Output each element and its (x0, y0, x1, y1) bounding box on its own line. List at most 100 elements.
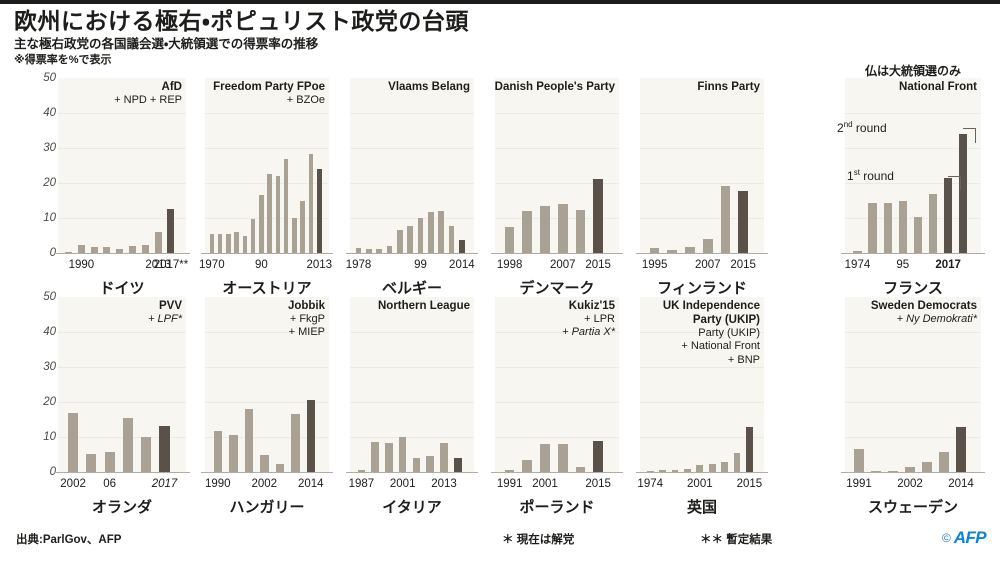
panel-grid: 50 40 30 20 10 0 AfD + NPD + REP 1990 2013 2017** ド… (0, 64, 1000, 519)
plot-area: UK Independence Party (UKIP) Party (UKIP) +… (640, 297, 764, 472)
x-axis-tick: 90 (255, 259, 268, 271)
x-axis-tick: 1990 (68, 259, 95, 271)
x-axis-tick: 1991 (496, 478, 523, 490)
panel-subtitle: Party (UKIP) (698, 327, 760, 340)
x-axis-tick: 2015 (585, 259, 611, 271)
gridline (58, 437, 186, 438)
bar (122, 417, 133, 472)
gridline (350, 113, 474, 114)
x-axis-baseline (841, 472, 985, 474)
country-label: ポーランド (519, 499, 595, 516)
bar-series (640, 297, 764, 472)
bar (385, 442, 393, 472)
bar (939, 452, 949, 472)
panel-subtitle: + FkgP (289, 313, 325, 326)
bar (292, 218, 297, 253)
y-axis-tick: 10 (43, 212, 56, 224)
bar (213, 431, 223, 472)
gridline (58, 218, 186, 219)
gridline (495, 367, 619, 368)
x-axis-baseline (346, 472, 478, 474)
afp-wordmark: AFP (953, 528, 987, 547)
plot-area: PVV + LPF* (58, 297, 186, 472)
country-label: デンマーク (519, 280, 595, 297)
top-rule (0, 0, 1000, 4)
panel-title: Freedom Party FPoe + BZOe (213, 81, 325, 107)
bar (685, 247, 695, 253)
gridline (350, 218, 474, 219)
bar (905, 467, 915, 472)
bar (317, 169, 322, 253)
gridline (845, 367, 981, 368)
copyright-icon: © (941, 530, 951, 545)
gridline (205, 218, 329, 219)
bar-series (58, 78, 186, 253)
bar (522, 211, 533, 253)
bar (306, 400, 316, 472)
bar (898, 200, 907, 253)
gridline (205, 367, 329, 368)
bar (959, 134, 968, 253)
gridline (845, 183, 981, 184)
bar (86, 453, 97, 472)
plot-area: Northern League (350, 297, 474, 472)
plot-area: AfD + NPD + REP (58, 78, 186, 253)
x-axis-tick: 2017** (153, 259, 189, 271)
gridline (350, 183, 474, 184)
bar-series (350, 297, 474, 472)
x-axis-tick: 1987 (348, 478, 375, 490)
gridline (350, 367, 474, 368)
bar (871, 470, 881, 472)
gridline (205, 402, 329, 403)
gridline (58, 113, 186, 114)
x-axis-tick: 2002 (251, 478, 278, 490)
x-axis-baseline (54, 472, 190, 474)
bar (141, 245, 149, 253)
bar (883, 202, 892, 253)
x-axis-tick: 2017 (935, 259, 961, 271)
bar (275, 176, 281, 253)
gridline (845, 332, 981, 333)
bar (738, 191, 749, 253)
bar (428, 212, 434, 253)
bar (671, 469, 679, 472)
bar (853, 250, 862, 253)
bar (129, 245, 137, 253)
panel-row: 50 40 30 20 10 0 PVV + LPF* 2002 06 2017 オランダ Jobbik… (0, 291, 1000, 519)
page-subtitle: 主な極右政党の各国議会選・大統領選での得票率の推移 (14, 37, 319, 52)
bar-series (845, 78, 981, 253)
x-axis-tick: 2013 (431, 478, 457, 490)
page-title: 欧州における極右・ポピュリスト政党の台頭 (14, 8, 469, 34)
bar (459, 240, 465, 253)
bar (956, 426, 966, 472)
bar (397, 229, 403, 253)
x-axis-tick: 1991 (846, 478, 872, 490)
bar-series (205, 297, 329, 472)
country-label: オーストリア (222, 280, 312, 297)
y-axis: 50 40 30 20 10 0 (16, 72, 56, 259)
x-axis-tick: 1990 (204, 478, 231, 490)
y-axis: 50 40 30 20 10 0 (16, 291, 56, 478)
bar (308, 154, 314, 253)
bar (242, 235, 248, 253)
bar (275, 464, 285, 472)
bar (720, 186, 731, 253)
gridline (205, 332, 329, 333)
panel-subtitle: + BNP (727, 353, 760, 366)
gridline (205, 148, 329, 149)
panel-title: AfD + NPD + REP (114, 81, 182, 107)
plot-area: Kukiz'15 + LPR + Partia X* (495, 297, 619, 472)
gridline (845, 437, 981, 438)
footer: 出典:ParlGov、AFP ＊ 現在は解党 ＊＊ 暫定結果 © AFP (0, 523, 1000, 557)
bar (854, 448, 864, 472)
gridline (350, 332, 474, 333)
x-axis-tick: 2014 (449, 259, 475, 271)
x-axis-baseline (346, 253, 478, 255)
bar (943, 178, 953, 253)
x-axis-tick: 2001 (389, 478, 416, 490)
gridline (205, 183, 329, 184)
gridline (640, 367, 764, 368)
country-label: イタリア (382, 499, 442, 516)
bar (77, 244, 85, 253)
